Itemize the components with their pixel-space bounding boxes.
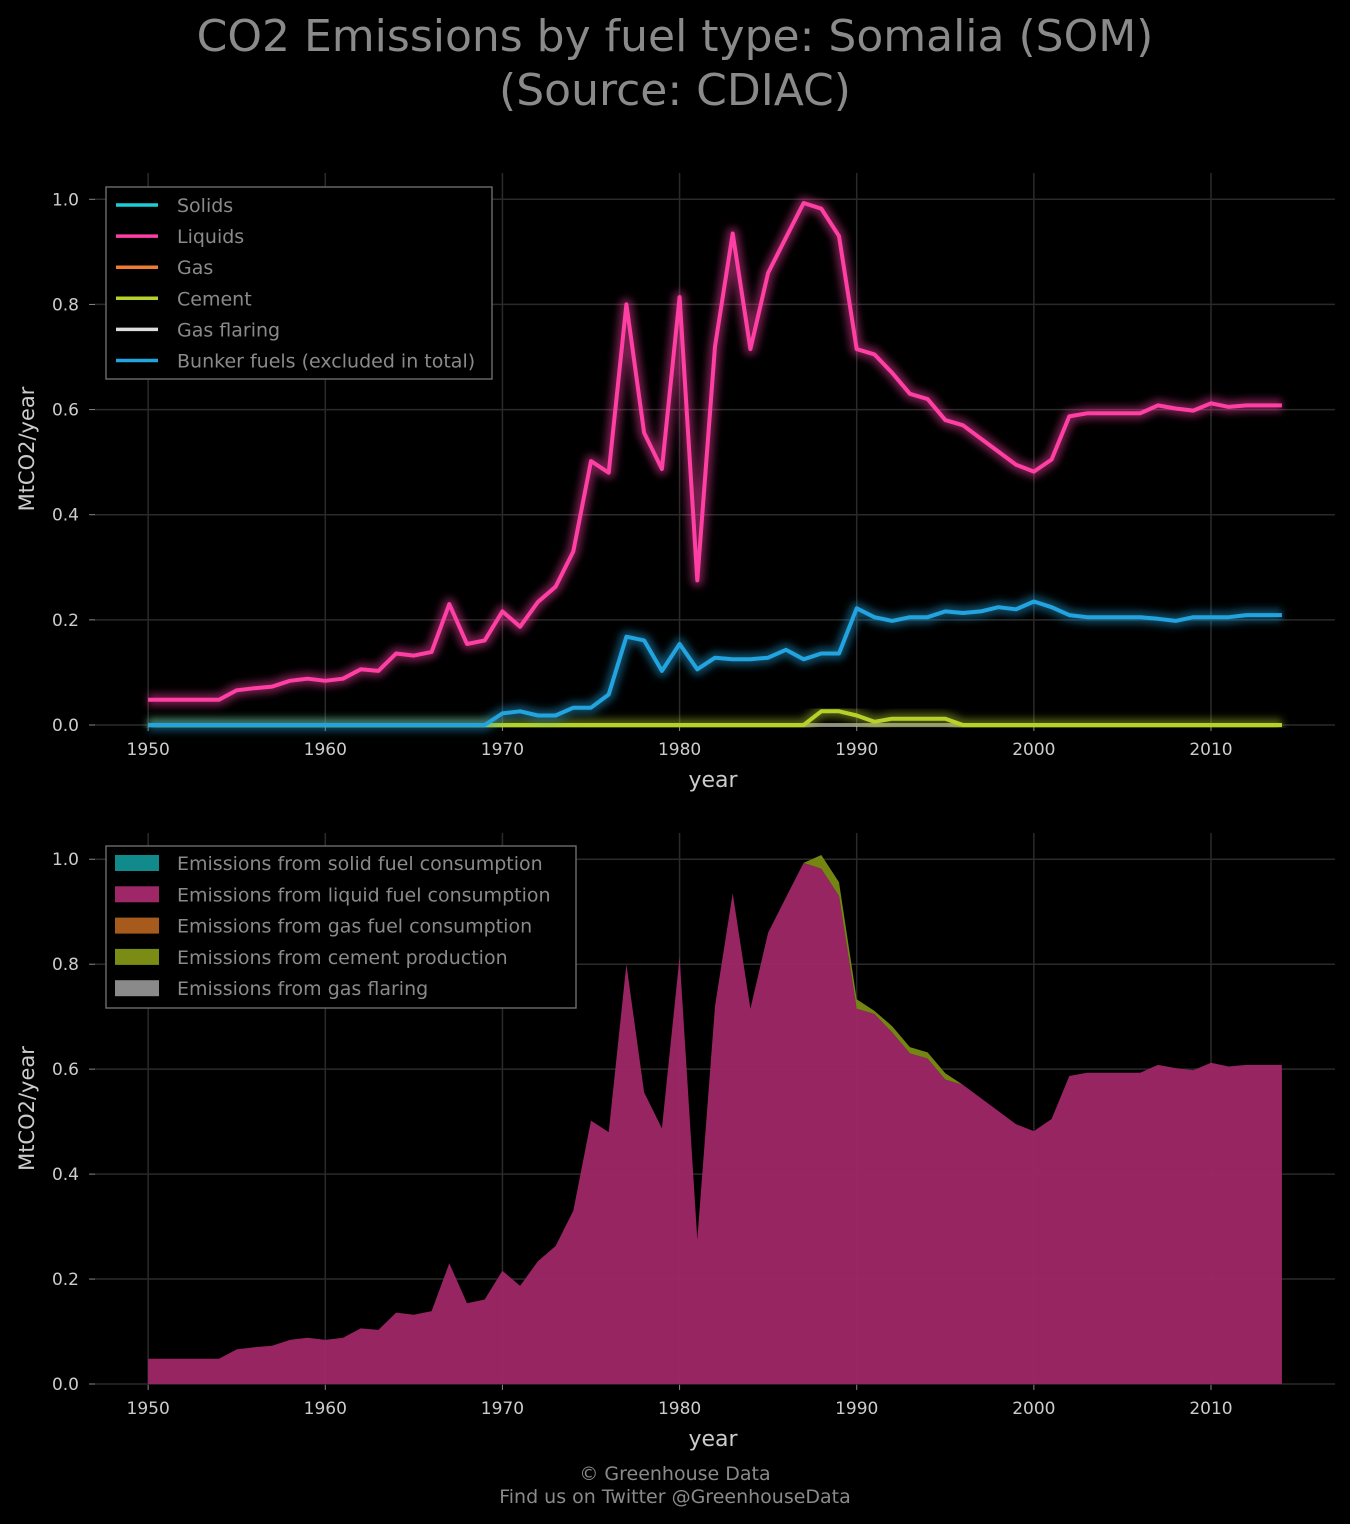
top-y-tick-label: 0.0 [52, 716, 79, 736]
legend-swatch [115, 948, 159, 965]
bottom-y-tick-label: 0.8 [52, 955, 79, 975]
page-title: CO2 Emissions by fuel type: Somalia (SOM… [0, 10, 1350, 118]
legend-label: Gas [177, 257, 213, 279]
top-y-tick-label: 0.4 [52, 506, 79, 526]
legend-label: Emissions from gas fuel consumption [177, 916, 532, 938]
bottom-y-tick-label: 1.0 [52, 850, 79, 870]
bottom-x-tick-label: 1970 [481, 1399, 524, 1419]
line-chart-panel: 1950 1960 1970 1980 1990 2000 2010 0.0 0.2 0.4 0.6… [15, 173, 1335, 793]
top-y-tick-label: 0.8 [52, 295, 79, 315]
bottom-x-axis-label: year [688, 1427, 738, 1452]
top-y-tick-label: 0.2 [52, 611, 79, 631]
bottom-y-tick-label: 0.4 [52, 1165, 79, 1185]
title-line-2: (Source: CDIAC) [499, 65, 851, 116]
legend-label: Emissions from gas flaring [177, 978, 428, 1000]
credit-line-2: Find us on Twitter @GreenhouseData [499, 1486, 851, 1508]
legend-label: Cement [177, 288, 252, 310]
legend-label: Emissions from solid fuel consumption [177, 853, 543, 875]
stacked-area-chart-panel: 1950 1960 1970 1980 1990 2000 2010 0.0 0.2 0.4 0.6… [15, 833, 1335, 1452]
top-x-tick-label: 1960 [304, 740, 347, 760]
title-line-1: CO2 Emissions by fuel type: Somalia (SOM… [196, 11, 1154, 62]
legend-label: Bunker fuels (excluded in total) [177, 351, 475, 373]
bottom-x-tick-label: 1990 [835, 1399, 878, 1419]
bottom-legend: Emissions from solid fuel consumption Emi… [105, 845, 577, 1009]
top-x-tick-label: 2000 [1012, 740, 1055, 760]
legend-label: Emissions from liquid fuel consumption [177, 884, 551, 906]
top-y-axis-label: MtCO2/year [15, 386, 39, 511]
top-legend-frame [105, 186, 493, 380]
top-y-tick-label: 1.0 [52, 190, 79, 210]
bottom-x-tick-label: 1950 [127, 1399, 170, 1419]
bottom-y-tick-label: 0.0 [52, 1375, 79, 1395]
bottom-x-tick-label: 1960 [304, 1399, 347, 1419]
top-y-tick-label: 0.6 [52, 401, 79, 421]
legend-swatch [115, 855, 159, 871]
top-x-tick-label: 1950 [127, 740, 170, 760]
top-x-tick-label: 2010 [1189, 740, 1232, 760]
bottom-legend-frame [105, 845, 577, 1009]
top-x-axis-label: year [688, 768, 738, 793]
legend-label: Solids [177, 195, 233, 217]
bottom-x-tick-label: 2000 [1012, 1399, 1055, 1419]
legend-label: Liquids [177, 226, 244, 248]
bottom-y-tick-label: 0.6 [52, 1060, 79, 1080]
bottom-x-tick-label: 1980 [658, 1399, 701, 1419]
top-x-tick-label: 1990 [835, 740, 878, 760]
bottom-y-axis-label: MtCO2/year [15, 1046, 39, 1171]
legend-label: Emissions from cement production [177, 947, 508, 969]
credit-line-1: © Greenhouse Data [579, 1463, 771, 1485]
legend-swatch [115, 980, 159, 997]
series-line-liquids [148, 201, 1282, 702]
legend-label: Gas flaring [177, 319, 280, 341]
credits: © Greenhouse Data Find us on Twitter @Gr… [0, 1463, 1350, 1509]
legend-swatch [115, 886, 159, 903]
top-legend: Solids Liquids Gas Cement Gas flaring Bunker … [105, 186, 493, 380]
top-x-tick-label: 1970 [481, 740, 524, 760]
area-liquids [148, 862, 1282, 1384]
bottom-x-tick-label: 2010 [1189, 1399, 1232, 1419]
top-x-tick-label: 1980 [658, 740, 701, 760]
series-line-bunker-fuels-excluded-in-total [148, 599, 1282, 727]
legend-swatch [115, 917, 159, 934]
bottom-y-tick-label: 0.2 [52, 1270, 79, 1290]
